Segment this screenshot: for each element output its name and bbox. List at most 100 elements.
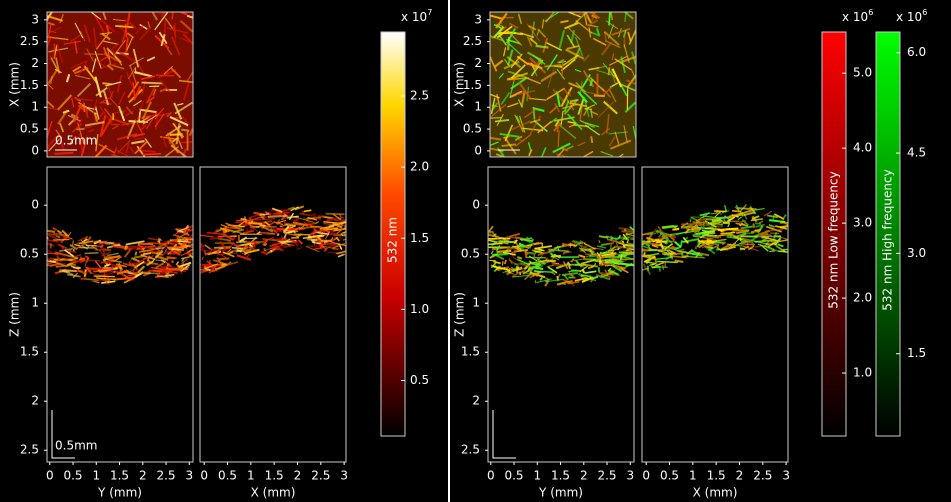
fiber	[551, 256, 561, 257]
fiber	[698, 241, 711, 242]
x-tick-label: 0	[46, 469, 54, 483]
fiber	[114, 271, 115, 273]
colorbar-multiplier: x 107	[401, 8, 432, 24]
colorbar-tick-label: 1.5	[907, 346, 926, 360]
image-bg	[488, 167, 634, 462]
scale-bar-label: 0.5mm	[55, 439, 97, 453]
fiber	[585, 108, 592, 109]
x-tick-label: 1	[533, 469, 541, 483]
x-tick-label: 2	[139, 469, 147, 483]
fiber	[153, 271, 162, 272]
fiber	[274, 216, 280, 217]
multiplier-text: x 10	[896, 10, 922, 24]
x-tick-label: 2.5	[597, 469, 616, 483]
x-tick-label: 0	[642, 469, 650, 483]
fiber	[44, 259, 54, 260]
image	[636, 167, 797, 462]
fiber	[143, 253, 151, 254]
x-tick-label: 0	[200, 469, 208, 483]
fiber	[663, 265, 664, 270]
colorbar-title: 532 nm High frequency	[881, 169, 895, 310]
fiber	[502, 261, 503, 266]
fiber	[599, 267, 600, 272]
image	[480, 6, 639, 163]
colorbar-tick-label: 1.0	[853, 366, 872, 380]
image	[40, 167, 199, 462]
fiber	[84, 127, 92, 128]
y-tick-label: 2	[31, 56, 39, 70]
colorbar-tick-label: 5.0	[853, 66, 872, 80]
x-axis-title: Y (mm)	[538, 486, 583, 500]
fiber	[104, 257, 121, 258]
x-tick-label: 2.5	[156, 469, 175, 483]
fiber	[517, 257, 522, 259]
fiber	[621, 231, 641, 232]
x-tick-label: 0.5	[218, 469, 237, 483]
x-tick-label: 3	[340, 469, 348, 483]
multiplier-text: x 10	[842, 10, 868, 24]
x-tick-label: 3	[782, 469, 790, 483]
y-axis-title: X (mm)	[453, 62, 467, 107]
colorbar-title: 532 nm Low frequency	[827, 171, 841, 308]
fiber	[210, 249, 218, 250]
y-tick-label: 0.5	[20, 247, 39, 261]
y-tick-label: 1	[474, 100, 482, 114]
fiber	[714, 211, 726, 212]
fiber	[205, 253, 219, 254]
colorbar-tick-label: 6.0	[907, 45, 926, 59]
y-tick-label: 0.5	[461, 247, 480, 261]
x-tick-label: 1.5	[110, 469, 129, 483]
fiber	[623, 253, 624, 255]
y-tick-label: 2.5	[463, 34, 482, 48]
fiber	[705, 228, 720, 229]
x-tick-label: 2	[736, 469, 744, 483]
multiplier-exponent: 6	[922, 8, 927, 17]
x-tick-label: 0.5	[63, 469, 82, 483]
colorbar-tick-label: 2.5	[410, 89, 429, 103]
fiber	[254, 242, 255, 248]
x-tick-label: 1.5	[265, 469, 284, 483]
x-tick-label: 1.5	[551, 469, 570, 483]
x-tick-label: 2.5	[753, 469, 772, 483]
y-tick-label: 2	[472, 394, 480, 408]
fiber	[753, 223, 754, 227]
fiber	[156, 75, 174, 76]
fiber	[499, 238, 511, 239]
fiber	[769, 251, 775, 252]
fiber	[499, 241, 514, 242]
fiber	[497, 251, 512, 252]
fiber	[732, 211, 741, 212]
colorbar-tick-label: 4.5	[907, 146, 926, 160]
fiber	[181, 142, 192, 143]
fiber	[248, 223, 262, 224]
x-axis-title: X (mm)	[693, 486, 738, 500]
x-tick-label: 1.5	[707, 469, 726, 483]
fiber	[599, 264, 610, 265]
fiber	[142, 83, 163, 84]
fiber	[260, 233, 270, 234]
colorbar-tick-label: 2.0	[410, 160, 429, 174]
fiber	[247, 228, 248, 232]
fiber	[482, 247, 498, 248]
colorbar-tick-label: 0.5	[410, 373, 429, 387]
colorbar-tick-label: 2.0	[853, 291, 872, 305]
fiber	[160, 267, 171, 268]
fiber	[533, 107, 534, 120]
fiber	[187, 248, 188, 250]
fiber	[508, 37, 509, 50]
image-bg	[47, 167, 193, 462]
fiber	[621, 254, 622, 261]
fiber	[279, 240, 286, 241]
fiber	[271, 250, 272, 252]
fiber	[62, 270, 76, 271]
colorbar-multiplier: x 106	[896, 8, 927, 24]
x-tick-label: 2	[294, 469, 302, 483]
fiber	[568, 245, 577, 246]
y-tick-label: 2.5	[461, 443, 480, 457]
scale-bar-label: 0.5mm	[55, 134, 97, 148]
fiber	[115, 26, 133, 27]
y-tick-label: 1.5	[461, 345, 480, 359]
x-tick-label: 3	[626, 469, 634, 483]
fiber	[304, 210, 312, 211]
x-tick-label: 1	[689, 469, 697, 483]
